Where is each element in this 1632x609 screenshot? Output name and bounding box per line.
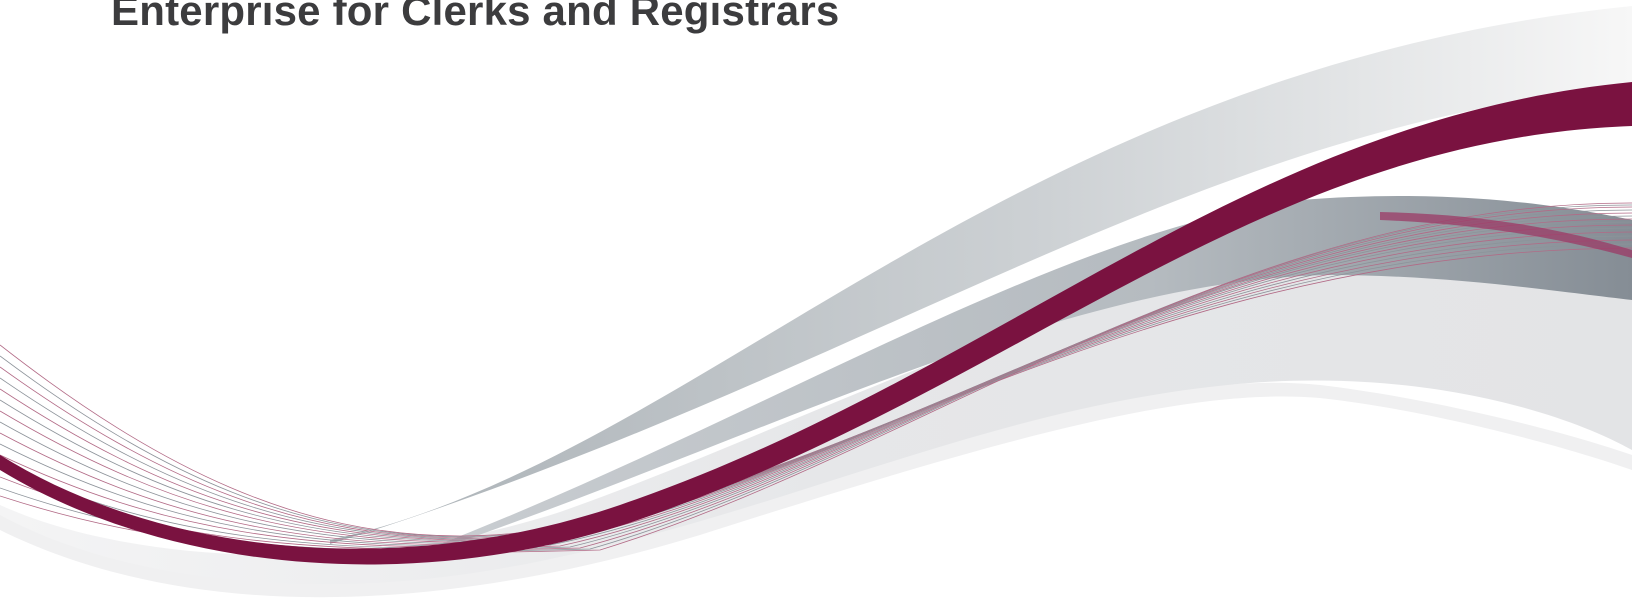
document-title: Enterprise for Clerks and Registrars [111,0,840,34]
upper-swoosh [330,6,1632,544]
maroon-ribbon [0,82,1632,565]
light-band [0,260,1632,585]
base-arc [0,382,1632,598]
maroon-accent [1380,212,1632,258]
